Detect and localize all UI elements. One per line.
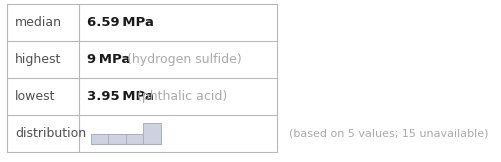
Text: median: median	[15, 16, 62, 29]
Text: distribution: distribution	[15, 127, 86, 140]
Text: (based on 5 values; 15 unavailable): (based on 5 values; 15 unavailable)	[289, 128, 488, 139]
Text: 9 MPa: 9 MPa	[87, 53, 130, 66]
Bar	[126, 133, 143, 144]
Text: 6.59 MPa: 6.59 MPa	[87, 16, 154, 29]
Text: 3.95 MPa: 3.95 MPa	[87, 90, 154, 103]
Bar	[143, 123, 161, 144]
Text: highest: highest	[15, 53, 62, 66]
Bar	[109, 133, 126, 144]
Bar	[91, 133, 109, 144]
Text: lowest: lowest	[15, 90, 56, 103]
Text: (phthalic acid): (phthalic acid)	[129, 90, 227, 103]
Text: (hydrogen sulfide): (hydrogen sulfide)	[119, 53, 242, 66]
